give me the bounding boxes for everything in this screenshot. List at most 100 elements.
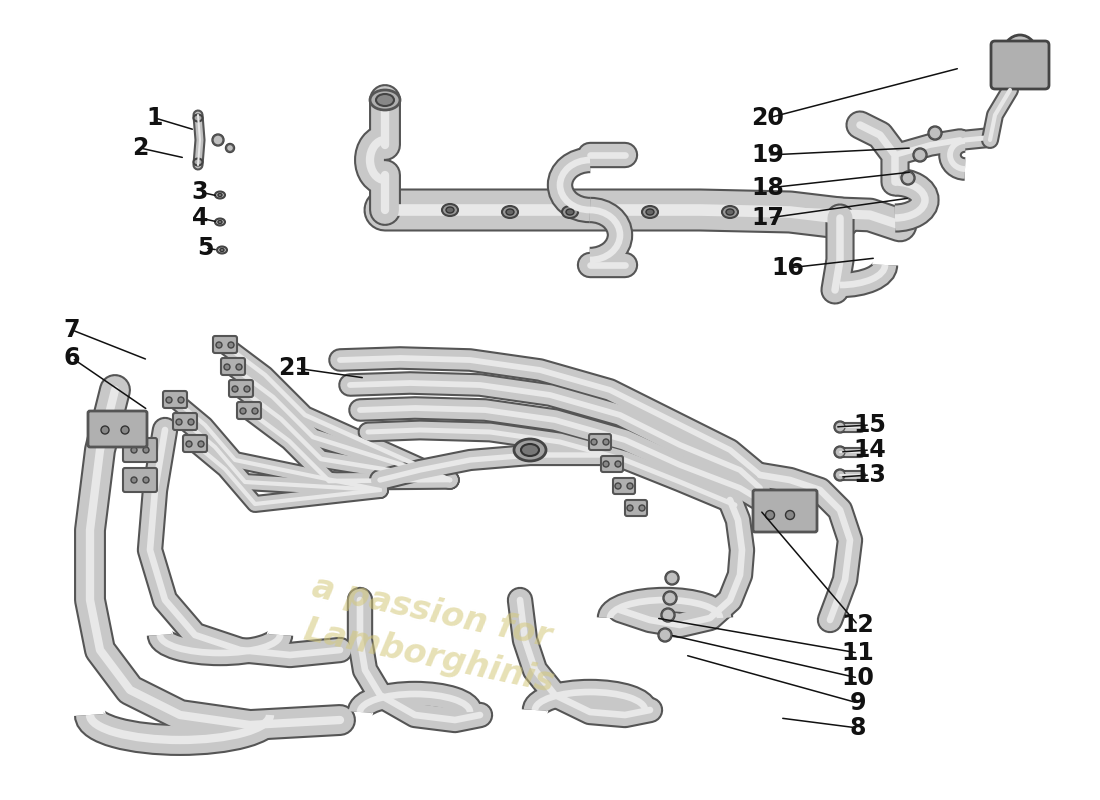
Ellipse shape — [646, 209, 654, 215]
Text: 12: 12 — [842, 613, 874, 637]
FancyBboxPatch shape — [221, 358, 245, 375]
Circle shape — [663, 591, 676, 605]
FancyBboxPatch shape — [183, 435, 207, 452]
Circle shape — [835, 470, 845, 480]
Text: 17: 17 — [751, 206, 784, 230]
FancyBboxPatch shape — [88, 411, 147, 447]
FancyBboxPatch shape — [601, 456, 623, 472]
Text: 21: 21 — [278, 356, 311, 380]
Ellipse shape — [603, 461, 609, 467]
Ellipse shape — [627, 505, 632, 511]
Ellipse shape — [176, 419, 182, 425]
Ellipse shape — [143, 447, 148, 453]
Ellipse shape — [216, 342, 222, 348]
Text: 13: 13 — [854, 463, 887, 487]
Circle shape — [666, 571, 679, 585]
Ellipse shape — [236, 364, 242, 370]
Ellipse shape — [376, 94, 394, 106]
Ellipse shape — [228, 342, 234, 348]
Ellipse shape — [218, 194, 222, 197]
Ellipse shape — [766, 510, 774, 519]
Ellipse shape — [566, 209, 574, 215]
Circle shape — [928, 126, 942, 140]
FancyBboxPatch shape — [173, 413, 197, 430]
Ellipse shape — [785, 510, 794, 519]
Circle shape — [835, 447, 845, 457]
Circle shape — [914, 149, 926, 161]
Ellipse shape — [214, 218, 225, 226]
Ellipse shape — [244, 386, 250, 392]
FancyBboxPatch shape — [613, 478, 635, 494]
Circle shape — [834, 469, 846, 481]
Text: 6: 6 — [64, 346, 80, 370]
Ellipse shape — [1002, 35, 1037, 75]
Ellipse shape — [642, 206, 658, 218]
Ellipse shape — [627, 483, 632, 489]
Circle shape — [901, 171, 915, 185]
Circle shape — [930, 127, 940, 139]
Text: 1: 1 — [146, 106, 163, 130]
FancyBboxPatch shape — [991, 41, 1049, 89]
Text: 8: 8 — [849, 716, 867, 740]
Circle shape — [834, 446, 846, 458]
FancyBboxPatch shape — [754, 490, 817, 532]
Text: 20: 20 — [751, 106, 784, 130]
Text: 16: 16 — [771, 256, 804, 280]
Ellipse shape — [615, 461, 622, 467]
Text: 18: 18 — [751, 176, 784, 200]
Ellipse shape — [166, 397, 172, 403]
Ellipse shape — [446, 207, 454, 213]
Ellipse shape — [218, 221, 222, 223]
Ellipse shape — [722, 206, 738, 218]
Ellipse shape — [521, 444, 539, 456]
FancyBboxPatch shape — [123, 468, 157, 492]
FancyBboxPatch shape — [236, 402, 261, 419]
Ellipse shape — [220, 249, 224, 251]
Text: 3: 3 — [191, 180, 208, 204]
Circle shape — [666, 572, 678, 584]
Text: a passion for
Lamborghinis: a passion for Lamborghinis — [300, 571, 566, 699]
Text: 11: 11 — [842, 641, 874, 665]
FancyBboxPatch shape — [588, 434, 610, 450]
Circle shape — [662, 609, 674, 621]
Ellipse shape — [591, 439, 597, 445]
Text: 14: 14 — [854, 438, 887, 462]
Ellipse shape — [186, 441, 192, 447]
Text: 4: 4 — [191, 206, 208, 230]
Circle shape — [902, 172, 914, 184]
Ellipse shape — [603, 439, 609, 445]
FancyBboxPatch shape — [163, 391, 187, 408]
Ellipse shape — [615, 483, 622, 489]
Ellipse shape — [506, 209, 514, 215]
Circle shape — [835, 422, 845, 432]
Circle shape — [213, 135, 223, 145]
FancyBboxPatch shape — [625, 500, 647, 516]
Ellipse shape — [370, 90, 400, 110]
Ellipse shape — [143, 477, 148, 483]
Text: 5: 5 — [197, 236, 213, 260]
Circle shape — [227, 145, 233, 151]
FancyBboxPatch shape — [123, 438, 157, 462]
Ellipse shape — [101, 426, 109, 434]
Circle shape — [658, 628, 672, 642]
Ellipse shape — [217, 246, 227, 254]
Ellipse shape — [514, 439, 546, 461]
Text: 7: 7 — [64, 318, 80, 342]
Ellipse shape — [224, 364, 230, 370]
Text: 19: 19 — [751, 143, 784, 167]
Text: 2: 2 — [132, 136, 148, 160]
Ellipse shape — [178, 397, 184, 403]
Ellipse shape — [194, 114, 202, 122]
FancyBboxPatch shape — [213, 336, 236, 353]
Ellipse shape — [198, 441, 204, 447]
Circle shape — [664, 592, 676, 604]
Ellipse shape — [240, 408, 246, 414]
FancyBboxPatch shape — [229, 380, 253, 397]
Ellipse shape — [131, 477, 138, 483]
Circle shape — [659, 629, 671, 641]
Ellipse shape — [194, 158, 202, 166]
Circle shape — [913, 148, 927, 162]
Circle shape — [834, 421, 846, 433]
Ellipse shape — [188, 419, 194, 425]
Ellipse shape — [214, 191, 225, 198]
